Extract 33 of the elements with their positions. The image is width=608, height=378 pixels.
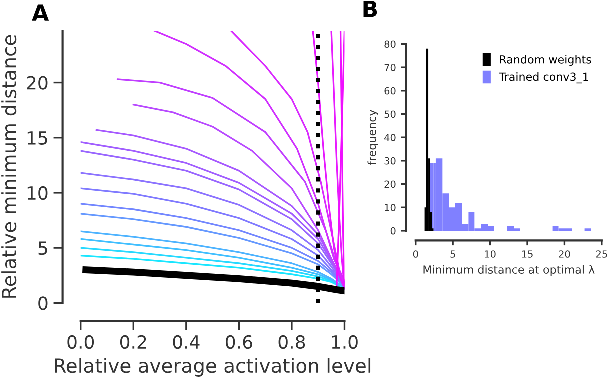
y-tick-label: 70: [384, 64, 396, 72]
y-tick-label: 15: [28, 132, 48, 145]
y-tick-label: 0: [390, 227, 396, 235]
x-tick-label: 10: [485, 250, 496, 258]
y-tick-label: 10: [28, 186, 48, 200]
chart-title: A: [32, 4, 50, 21]
x-tick-label: 15: [522, 250, 533, 258]
legend-label: Trained conv3_1: [499, 72, 588, 84]
x-tick-label: 20: [559, 250, 570, 258]
x-tick-label: 0.8: [278, 335, 306, 350]
x-tick-label: 25: [596, 250, 608, 258]
y-tick-label: 60: [384, 87, 396, 95]
y-tick-label: 50: [384, 110, 396, 118]
x-axis-title: Minimum distance at optimal λ: [424, 265, 595, 276]
x-tick-label: 5: [450, 250, 456, 258]
y-tick-label: 30: [384, 157, 396, 165]
x-axis-title: Relative average activation level: [55, 358, 371, 377]
y-axis-title: Relative minimum distance: [2, 35, 17, 298]
y-tick-label: 0: [38, 296, 48, 310]
y-tick-label: 40: [384, 134, 396, 142]
x-tick-label: 0.4: [173, 335, 200, 350]
y-tick-label: 20: [384, 180, 396, 188]
legend-label: Random weights: [500, 55, 592, 66]
chart-title: B: [364, 0, 378, 18]
y-tick-label: 80: [384, 40, 396, 48]
x-tick-label: 0.2: [120, 335, 146, 350]
x-tick-label: 1.0: [332, 335, 358, 350]
x-tick-label: 0.0: [68, 335, 94, 350]
y-axis-title: frequency: [368, 110, 378, 166]
x-tick-label: 0: [413, 250, 418, 258]
x-tick-label: 0.6: [226, 335, 252, 350]
y-tick-label: 20: [27, 76, 48, 90]
y-tick-label: 10: [385, 204, 396, 212]
